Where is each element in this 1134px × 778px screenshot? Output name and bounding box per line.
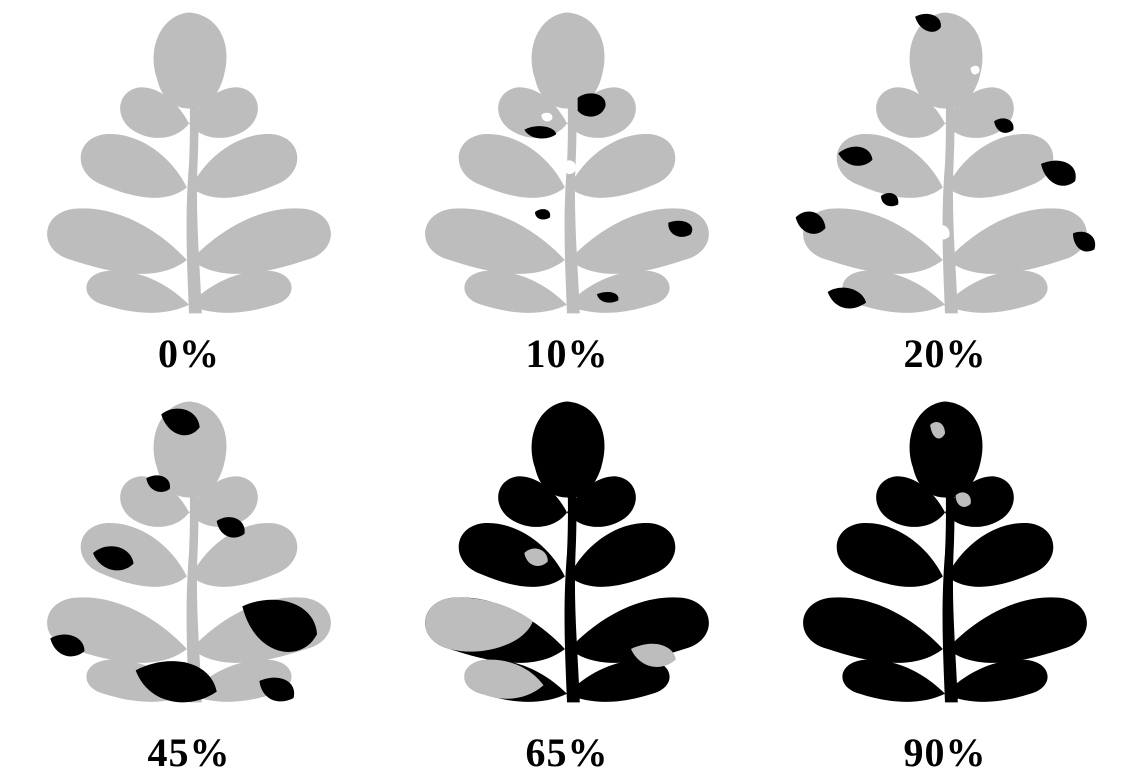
panel-10-percent: 10% bbox=[378, 0, 756, 389]
leaf-image-0-percent bbox=[47, 12, 331, 314]
panel-90-percent: 90% bbox=[756, 389, 1134, 778]
severity-label: 65% bbox=[525, 730, 609, 775]
leaf-image-65-percent bbox=[425, 401, 709, 703]
panel-45-percent: 45% bbox=[0, 389, 378, 778]
leaf-image-20-percent bbox=[795, 12, 1096, 314]
panel-0-percent: 0% bbox=[0, 0, 378, 389]
severity-label: 10% bbox=[525, 331, 609, 376]
panel-20-percent: 20% bbox=[756, 0, 1134, 389]
severity-label: 0% bbox=[158, 331, 220, 376]
leaf-image-45-percent bbox=[47, 401, 331, 703]
severity-label: 90% bbox=[903, 730, 987, 775]
leaf-image-90-percent bbox=[803, 401, 1087, 703]
severity-label: 20% bbox=[903, 331, 987, 376]
leaf-image-10-percent bbox=[425, 12, 709, 314]
severity-label: 45% bbox=[147, 730, 231, 775]
panel-65-percent: 65% bbox=[378, 389, 756, 778]
